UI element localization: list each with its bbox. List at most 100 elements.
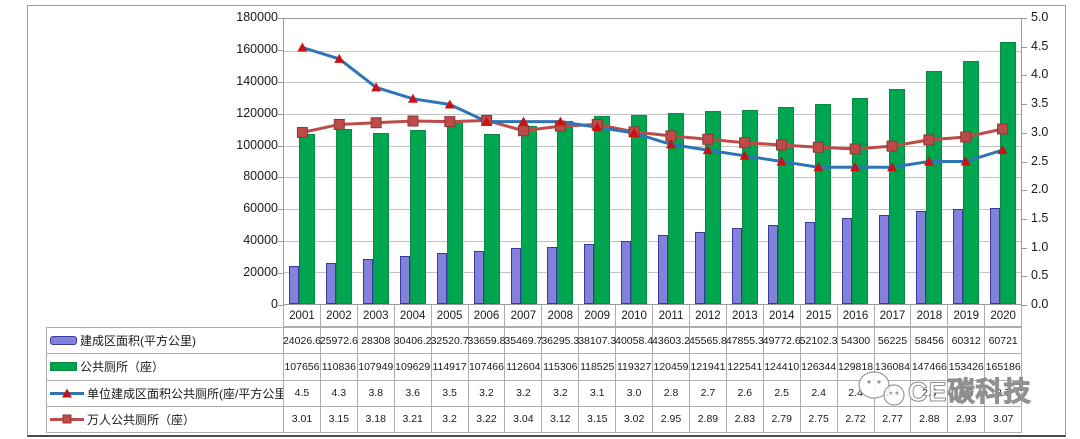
table-cell: 2.4 <box>801 380 838 406</box>
line-toilets-per-sqkm <box>301 46 1004 169</box>
bar-built-area <box>805 221 816 304</box>
table-cell: 2.7 <box>995 387 1011 400</box>
table-cell: 122541 <box>727 354 764 380</box>
table-row: 公共厕所（座） 107656 110836 107949 109629 114917 107… <box>47 354 1021 381</box>
table-cell: 153426 <box>948 354 986 380</box>
bar-built-area <box>657 234 668 304</box>
gridline <box>284 209 1021 210</box>
table-cell: 2.5 <box>911 380 949 406</box>
left-axis-tick <box>278 273 283 275</box>
triangle-marker <box>555 116 566 126</box>
table-cell: 119327 <box>616 354 654 380</box>
left-axis-label: 40000 <box>243 233 278 248</box>
year-label: 2004 <box>395 305 432 326</box>
triangle-marker <box>592 122 603 132</box>
right-axis-tick <box>1022 75 1027 77</box>
left-axis-label: 80000 <box>243 169 278 184</box>
table-cell: 2.77 <box>875 406 912 432</box>
table-cell: 129818 <box>838 354 875 380</box>
table-cell: 38107.3 <box>578 328 616 354</box>
table-cell: 25972.6 <box>320 328 358 354</box>
left-axis-tick <box>278 113 283 115</box>
right-axis-tick <box>1022 104 1027 106</box>
legend-swatch-blue-bar <box>50 336 77 346</box>
square-marker <box>444 116 456 128</box>
year-label: 2012 <box>690 305 727 326</box>
legend-cell: 单位建成区面积公共厕所(座/平方公里) <box>47 380 284 406</box>
table-cell: 107466 <box>469 354 506 380</box>
table-cell: 2.79 <box>764 406 801 432</box>
bar-group <box>579 19 616 304</box>
table-cell: 120459 <box>653 354 690 380</box>
table-cell: 115306 <box>542 354 580 380</box>
triangle-marker <box>887 162 898 172</box>
bar-group <box>468 19 505 304</box>
bar-group <box>395 19 432 304</box>
table-cell: 2.8 <box>653 380 690 406</box>
gridline <box>284 50 1021 52</box>
table-cell: 3.5 <box>432 380 469 406</box>
table-cell: 35469.7 <box>504 328 542 354</box>
table-cell: 118525 <box>579 354 617 380</box>
right-axis-label: 0.5 <box>1031 268 1049 283</box>
year-label: 2002 <box>321 305 358 326</box>
table-cell: 4.3 <box>321 380 358 406</box>
left-axis-tick <box>278 145 283 147</box>
bar-built-area <box>584 243 595 304</box>
gridline <box>284 114 1021 115</box>
bar-group <box>800 19 837 304</box>
right-axis-tick <box>1022 46 1027 48</box>
bar-group <box>505 19 542 304</box>
left-axis-label: 100000 <box>236 137 278 152</box>
bar-public-toilets <box>999 42 1016 304</box>
bar-built-area <box>399 255 410 304</box>
left-axis-tick <box>278 177 283 179</box>
right-axis-label: 4.5 <box>1031 38 1049 53</box>
triangle-marker <box>297 42 308 52</box>
bar-public-toilets <box>704 110 721 304</box>
square-marker <box>739 137 751 149</box>
table-cell: 3.6 <box>395 380 432 406</box>
line-toilets-per-10k-people <box>302 118 1003 151</box>
bar-built-area <box>326 262 337 304</box>
year-label: 2015 <box>801 305 838 326</box>
table-cell: 2.6 <box>727 380 764 406</box>
right-axis-tick <box>1022 218 1027 220</box>
gridline <box>284 145 1021 147</box>
year-label: 2008 <box>542 305 580 326</box>
triangle-marker <box>444 99 455 109</box>
legend-marker <box>62 414 72 424</box>
table-row: 单位建成区面积公共厕所(座/平方公里) 4.5 4.3 3.8 3.6 3.5 3.2 3.2… <box>47 380 1021 407</box>
bar-group <box>910 19 947 304</box>
table-cell: 43603.2 <box>652 328 690 354</box>
table-cell: 3.15 <box>579 406 617 432</box>
square-marker <box>665 130 677 142</box>
year-label: 2006 <box>469 305 506 326</box>
left-axis-label: 20000 <box>243 265 278 280</box>
legend-label: 单位建成区面积公共厕所(座/平方公里) <box>87 386 284 401</box>
table-cell: 3.0 <box>616 380 654 406</box>
table-cell: 54300 <box>838 328 875 354</box>
table-cell: 2.88 <box>911 406 949 432</box>
left-axis-tick <box>278 305 283 306</box>
bar-group <box>542 19 579 304</box>
legend-label: 公共厕所（座） <box>80 360 165 375</box>
table-cell: 121941 <box>690 354 727 380</box>
bar-public-toilets <box>483 133 500 304</box>
year-label: 2003 <box>358 305 395 326</box>
bar-group <box>321 19 358 304</box>
table-cell: 2.5 <box>764 380 801 406</box>
table-cell: 60312 <box>948 328 986 354</box>
right-axis-tick <box>1022 161 1027 163</box>
year-label: 2005 <box>432 305 469 326</box>
right-axis-tick <box>1022 247 1027 249</box>
left-axis-tick <box>278 81 283 83</box>
gridline <box>284 177 1021 179</box>
bar-built-area <box>842 218 853 304</box>
bar-group <box>763 19 800 304</box>
bar-group <box>284 19 321 304</box>
bar-public-toilets <box>815 103 832 304</box>
year-label: 2014 <box>764 305 801 326</box>
bar-group <box>947 19 984 304</box>
table-cell: 3.8 <box>358 380 395 406</box>
